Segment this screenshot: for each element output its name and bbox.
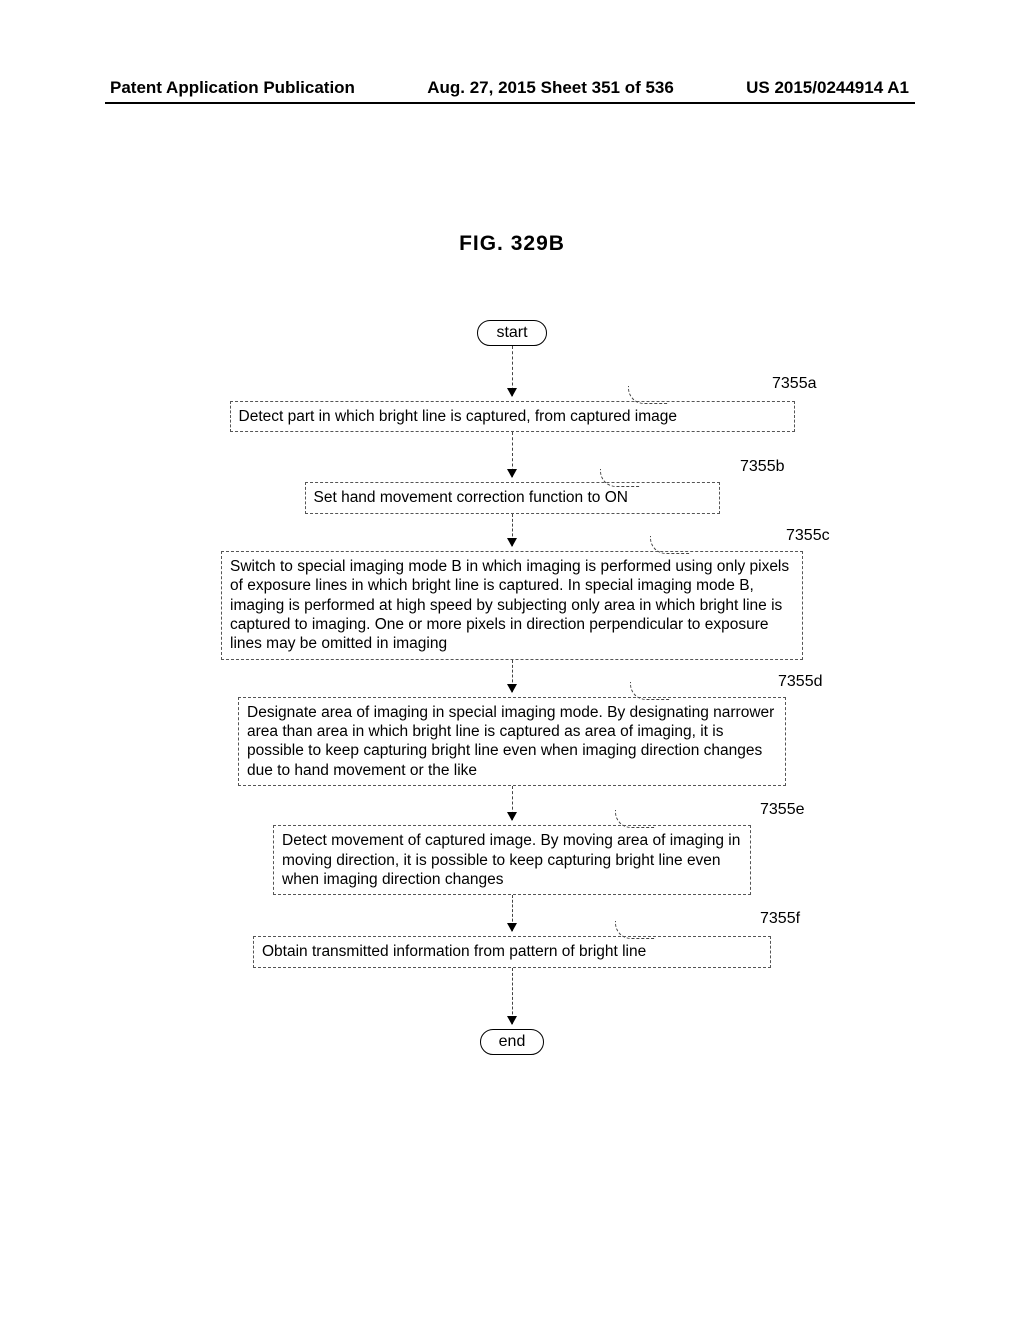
step-box-a: Detect part in which bright line is capt… [230,401,795,432]
connector [512,346,513,396]
ref-tick-c [650,536,690,554]
figure-title: FIG. 329B [0,232,1024,256]
flowchart: start 7355a Detect part in which bright … [0,320,1024,1055]
header-left: Patent Application Publication [110,78,355,98]
page-header: Patent Application Publication Aug. 27, … [0,78,1024,98]
connector [512,968,513,1024]
connector [512,786,513,820]
header-right: US 2015/0244914 A1 [746,78,909,98]
step-ref-a: 7355a [772,375,817,393]
step-ref-e: 7355e [760,801,805,819]
connector [512,895,513,931]
step-box-d: Designate area of imaging in special ima… [238,697,786,787]
step-box-f: Obtain transmitted information from patt… [253,936,771,967]
step-ref-f: 7355f [760,910,800,928]
connector [512,660,513,692]
step-box-e: Detect movement of captured image. By mo… [273,825,751,895]
connector [512,432,513,477]
terminal-end: end [480,1029,545,1055]
ref-tick-d [630,682,670,700]
step-ref-d: 7355d [778,673,823,691]
step-ref-b: 7355b [740,458,785,476]
step-ref-c: 7355c [786,527,830,545]
terminal-start: start [477,320,546,346]
header-rule [105,102,915,104]
step-box-b: Set hand movement correction function to… [305,482,720,513]
connector [512,514,513,546]
step-box-c: Switch to special imaging mode B in whic… [221,551,803,660]
header-center: Aug. 27, 2015 Sheet 351 of 536 [427,78,674,98]
